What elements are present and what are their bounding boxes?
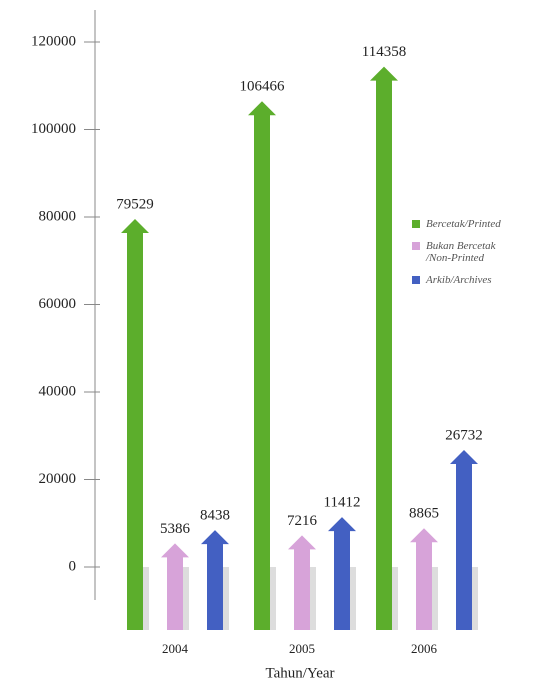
legend-item: Bukan Bercetak /Non-Printed bbox=[412, 240, 542, 264]
legend-label: Bukan Bercetak /Non-Printed bbox=[426, 240, 496, 264]
arrow-stub bbox=[254, 567, 270, 630]
value-label: 106466 bbox=[240, 79, 286, 95]
legend-item: Arkib/Archives bbox=[412, 274, 542, 286]
legend-label: Bercetak/Printed bbox=[426, 218, 501, 230]
arrow-stub bbox=[127, 567, 143, 630]
y-tick-label: 120000 bbox=[31, 33, 76, 49]
y-tick-label: 80000 bbox=[39, 208, 77, 224]
arrow-stub bbox=[294, 567, 310, 630]
legend: Bercetak/Printed Bukan Bercetak /Non-Prin… bbox=[412, 218, 542, 296]
value-label: 26732 bbox=[445, 427, 483, 443]
y-tick-label: 0 bbox=[69, 558, 77, 574]
arrow-bar bbox=[288, 535, 316, 567]
arrow-bar bbox=[248, 101, 276, 568]
value-label: 8865 bbox=[409, 506, 439, 522]
y-tick-label: 20000 bbox=[39, 471, 77, 487]
arrow-bar bbox=[370, 66, 398, 567]
arrow-stub bbox=[456, 567, 472, 630]
legend-swatch bbox=[412, 276, 420, 284]
x-tick-label: 2006 bbox=[411, 641, 438, 656]
arrow-stub bbox=[416, 567, 432, 630]
x-axis-label: Tahun/Year bbox=[265, 665, 334, 681]
x-tick-label: 2005 bbox=[289, 641, 315, 656]
legend-swatch bbox=[412, 242, 420, 250]
arrow-stub bbox=[376, 567, 392, 630]
legend-item: Bercetak/Printed bbox=[412, 218, 542, 230]
y-tick-label: 100000 bbox=[31, 121, 76, 137]
arrow-bar bbox=[450, 450, 478, 567]
x-tick-label: 2004 bbox=[162, 641, 189, 656]
value-label: 114358 bbox=[362, 44, 406, 60]
legend-label: Arkib/Archives bbox=[426, 274, 492, 286]
value-label: 8438 bbox=[200, 508, 230, 524]
arrow-stub bbox=[207, 567, 223, 630]
legend-swatch bbox=[412, 220, 420, 228]
value-label: 5386 bbox=[160, 521, 191, 537]
value-label: 7216 bbox=[287, 513, 318, 529]
arrow-bar bbox=[161, 543, 189, 567]
value-label: 79529 bbox=[116, 196, 154, 212]
arrow-bar bbox=[121, 219, 149, 568]
arrow-stub bbox=[334, 567, 350, 630]
value-label: 11412 bbox=[324, 495, 361, 511]
arrow-bar bbox=[328, 517, 356, 567]
arrow-bar bbox=[410, 528, 438, 567]
y-tick-label: 60000 bbox=[39, 296, 77, 312]
arrow-bar bbox=[201, 530, 229, 567]
arrow-stub bbox=[167, 567, 183, 630]
y-tick-label: 40000 bbox=[39, 383, 77, 399]
